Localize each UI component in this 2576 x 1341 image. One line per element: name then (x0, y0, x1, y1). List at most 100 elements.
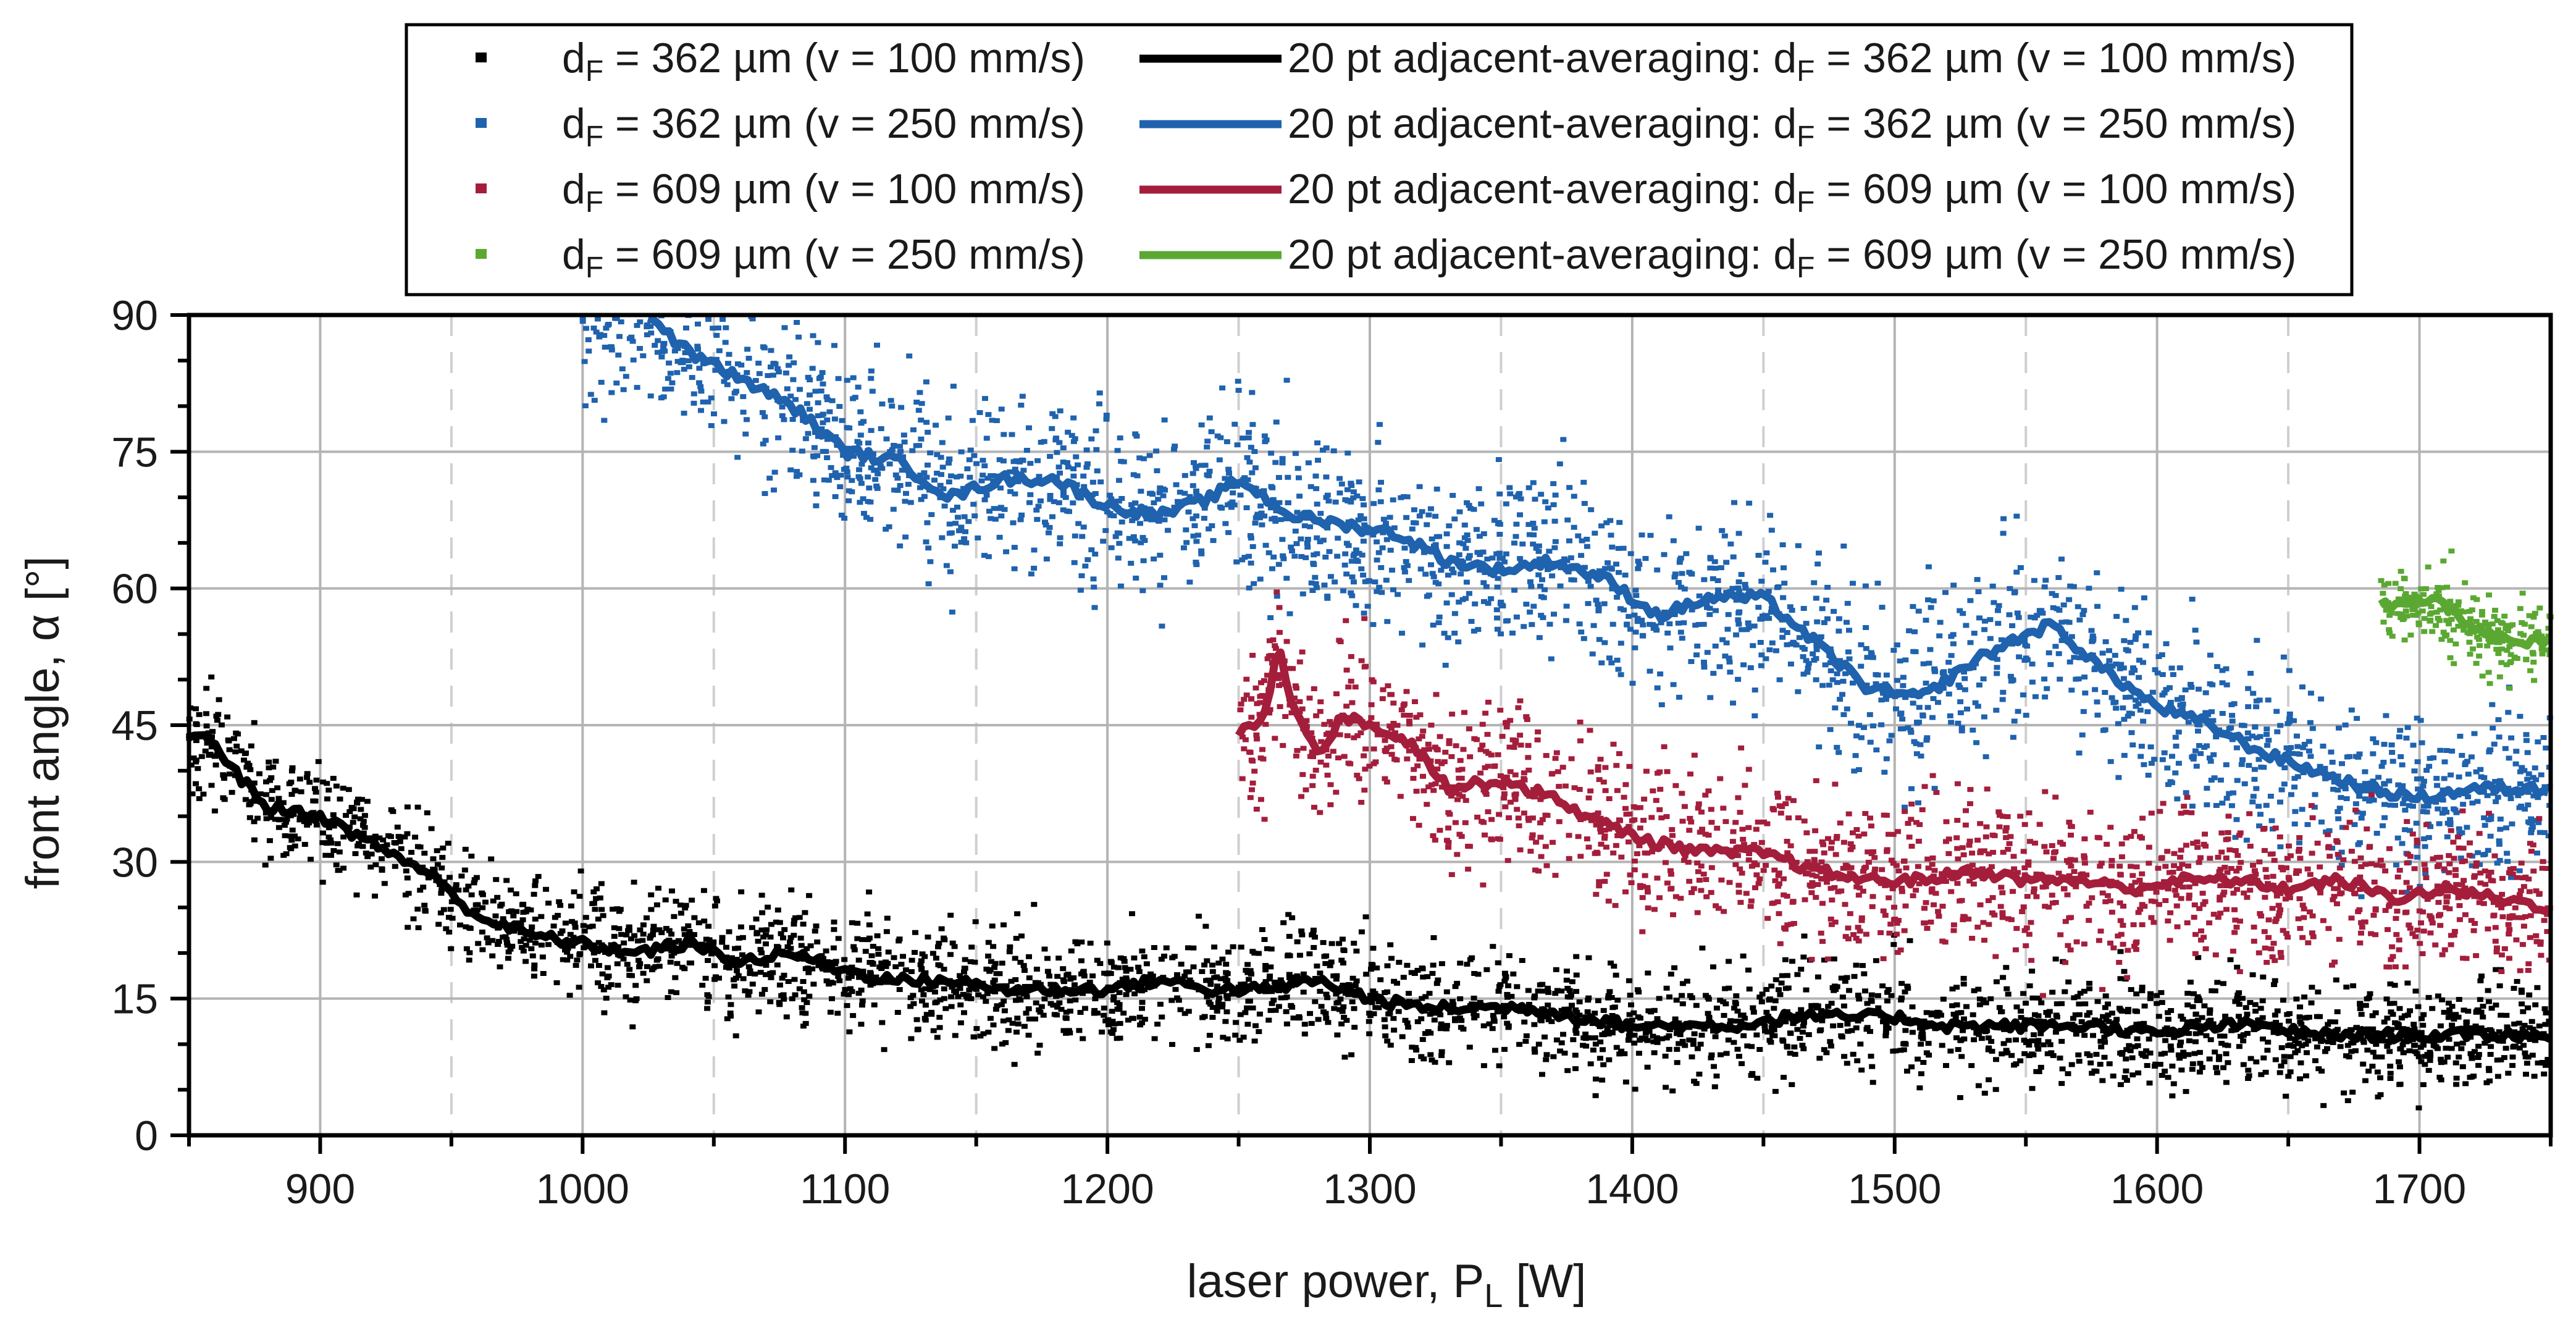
scatter-point (690, 932, 697, 937)
scatter-point (1858, 735, 1865, 741)
scatter-point (2468, 754, 2475, 760)
scatter-point (2397, 1082, 2404, 1087)
scatter-point (927, 559, 934, 565)
scatter-point (923, 379, 929, 385)
scatter-point (1846, 628, 1852, 633)
scatter-point (2435, 993, 2441, 999)
scatter-point (1569, 1003, 1575, 1008)
scatter-point (2049, 990, 2056, 995)
scatter-point (2136, 657, 2142, 663)
scatter-point (2076, 1001, 2083, 1007)
scatter-point (479, 892, 486, 898)
scatter-point (1879, 983, 1886, 989)
scatter-point (2188, 681, 2194, 687)
scatter-point (2013, 1004, 2020, 1010)
scatter-point (1346, 498, 1353, 503)
scatter-point (937, 482, 944, 488)
scatter-point (1693, 652, 1700, 658)
scatter-point (899, 468, 905, 473)
scatter-point (408, 849, 415, 855)
scatter-point (910, 993, 917, 998)
scatter-point (1013, 936, 1020, 941)
scatter-point (605, 965, 611, 970)
scatter-point (2400, 1050, 2407, 1056)
scatter-point (2079, 612, 2086, 618)
scatter-point (2008, 1053, 2015, 1058)
scatter-point (866, 935, 873, 941)
scatter-point (1911, 629, 1918, 634)
scatter-point (1526, 532, 1533, 537)
scatter-point (824, 437, 831, 442)
scatter-point (1585, 1035, 1592, 1040)
scatter-point (968, 996, 975, 1001)
scatter-point (1856, 723, 1862, 728)
scatter-point (925, 462, 931, 468)
scatter-point (2520, 1043, 2527, 1048)
scatter-point (263, 779, 269, 784)
scatter-point (2035, 1046, 2042, 1052)
scatter-point (1294, 466, 1301, 471)
scatter-point (2413, 820, 2420, 826)
scatter-point (1000, 458, 1007, 464)
scatter-point (1661, 609, 1668, 615)
scatter-point (1390, 497, 1396, 503)
scatter-point (2118, 586, 2125, 592)
scatter-point (2406, 1048, 2413, 1054)
scatter-point (351, 814, 358, 820)
scatter-point (2057, 676, 2063, 682)
scatter-point (2374, 1069, 2381, 1075)
scatter-point (2170, 672, 2176, 678)
scatter-point (494, 894, 501, 900)
scatter-point (754, 930, 760, 935)
scatter-point (2462, 760, 2469, 765)
scatter-point (2296, 840, 2302, 846)
scatter-point (2438, 1077, 2444, 1083)
scatter-point (1624, 622, 1630, 628)
scatter-point (704, 999, 711, 1005)
scatter-point (2246, 763, 2252, 768)
scatter-point (666, 360, 673, 366)
scatter-point (1429, 536, 1435, 542)
scatter-point (855, 991, 862, 996)
scatter-point (1330, 448, 1337, 453)
scatter-point (397, 834, 404, 839)
scatter-point (710, 939, 717, 944)
scatter-point (2018, 1015, 2024, 1020)
scatter-point (1379, 545, 1386, 550)
scatter-point (1815, 974, 1821, 980)
scatter-point (629, 338, 636, 344)
scatter-point (811, 445, 818, 450)
scatter-point (2509, 1054, 2516, 1060)
scatter-point (612, 316, 619, 321)
scatter-point (1268, 450, 1275, 456)
scatter-point (1159, 623, 1165, 629)
scatter-point (1755, 605, 1762, 610)
scatter-point (1235, 387, 1242, 393)
scatter-point (1856, 767, 1862, 772)
scatter-point (1496, 555, 1503, 561)
scatter-point (702, 975, 709, 981)
scatter-point (757, 970, 764, 975)
scatter-point (2077, 990, 2084, 996)
scatter-point (1650, 626, 1657, 631)
scatter-point (1044, 956, 1051, 961)
scatter-point (1960, 975, 1967, 981)
scatter-point (2387, 981, 2394, 986)
scatter-point (2357, 1001, 2364, 1007)
scatter-point (1425, 512, 1432, 518)
scatter-point (1601, 1032, 1607, 1038)
scatter-point (761, 345, 768, 351)
scatter-point (1627, 993, 1634, 998)
scatter-point (1902, 989, 1908, 994)
scatter-point (428, 826, 435, 831)
scatter-point (2087, 1060, 2094, 1066)
scatter-point (1449, 566, 1456, 572)
scatter-point (962, 957, 968, 962)
scatter-point (2297, 1004, 2304, 1010)
scatter-point (1803, 987, 1810, 993)
scatter-point (1818, 1008, 1824, 1014)
scatter-point (1670, 682, 1677, 687)
scatter-point (946, 479, 952, 485)
scatter-point (1674, 1046, 1680, 1052)
scatter-point (431, 867, 438, 873)
